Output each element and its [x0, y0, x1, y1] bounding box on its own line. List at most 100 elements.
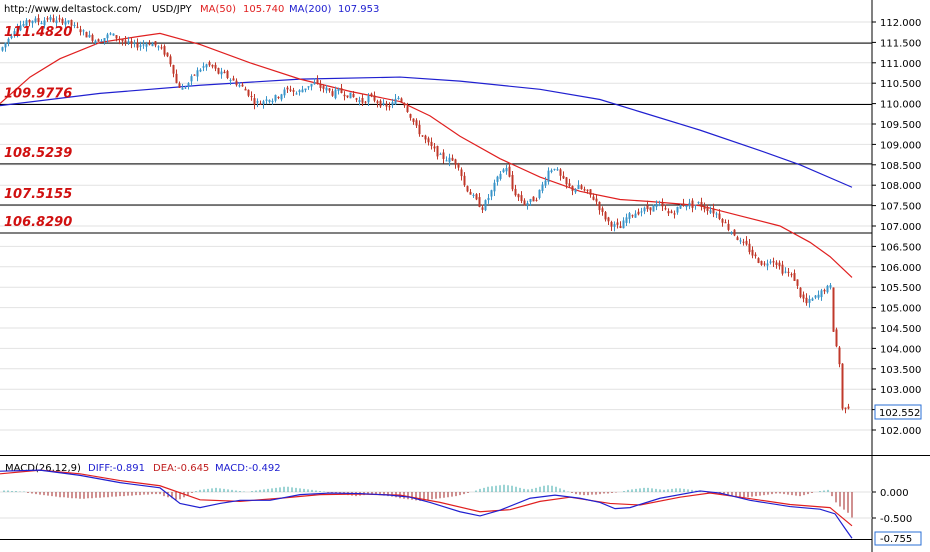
candle-body — [31, 20, 34, 24]
macd-dea-label: DEA:-0.645 — [153, 463, 209, 474]
ma200-line-group — [0, 76, 853, 188]
candle-body — [553, 168, 556, 170]
price-tick-label: 109.000 — [880, 140, 921, 151]
candle-body — [799, 287, 802, 297]
candle-body — [349, 92, 352, 99]
candle-body — [763, 263, 766, 265]
candle-body — [295, 93, 298, 95]
candle-body — [283, 89, 286, 96]
candle-body — [85, 31, 88, 38]
candle-body — [541, 184, 544, 191]
candle-body — [88, 34, 91, 38]
candle-body — [232, 78, 235, 81]
candle-body — [625, 217, 628, 223]
candles — [1, 14, 850, 414]
candle-body — [118, 38, 121, 40]
candle-body — [502, 169, 505, 173]
candle-body — [589, 189, 592, 195]
candle-body — [409, 114, 412, 118]
candle-body — [256, 101, 259, 103]
candle-body — [694, 204, 697, 206]
candle-body — [148, 43, 151, 45]
candle-body — [28, 20, 31, 23]
candle-body — [37, 18, 40, 23]
candle-body — [772, 261, 775, 263]
candle-body — [154, 41, 157, 46]
candle-body — [265, 99, 268, 101]
candle-body — [397, 97, 400, 100]
candle-body — [91, 34, 94, 41]
candle-body — [193, 74, 196, 76]
candle-body — [688, 202, 691, 207]
candle-body — [367, 96, 370, 103]
candle-body — [61, 18, 64, 24]
candle-body — [595, 198, 598, 202]
candle-body — [565, 177, 568, 185]
level-labels: 111.4820 109.9776 108.5239 107.5155 106.8290 — [4, 25, 72, 230]
price-tick-label: 103.000 — [880, 385, 921, 396]
candle-body — [604, 212, 607, 220]
candle-body — [451, 157, 454, 161]
candle-body — [373, 95, 376, 101]
candle-body — [706, 208, 709, 211]
candle-body — [142, 44, 145, 46]
candle-body — [322, 86, 325, 89]
candle-body — [19, 25, 22, 31]
candle-body — [517, 194, 520, 198]
candle-body — [301, 89, 304, 93]
candle-body — [67, 20, 70, 23]
candle-body — [838, 347, 841, 365]
candle-body — [607, 217, 610, 222]
candle-body — [667, 211, 670, 214]
candle-body — [364, 101, 367, 103]
candle-body — [406, 106, 409, 112]
price-tick-label: 106.500 — [880, 242, 921, 253]
candle-body — [835, 329, 838, 347]
candle-body — [631, 215, 634, 217]
macd-axis: 0.000 -0.500 — [872, 488, 912, 525]
candle-body — [568, 183, 571, 186]
candle-body — [82, 30, 85, 32]
candle-body — [217, 68, 220, 74]
candle-body — [550, 170, 553, 172]
candle-body — [781, 264, 784, 274]
candle-body — [475, 194, 478, 200]
candle-body — [748, 243, 751, 253]
candle-body — [352, 93, 355, 98]
candle-body — [700, 202, 703, 207]
candle-body — [577, 184, 580, 190]
candle-body — [292, 90, 295, 92]
candle-body — [310, 83, 313, 87]
candle-body — [346, 95, 349, 98]
price-tick-label: 102.000 — [880, 426, 921, 437]
candle-body — [433, 146, 436, 149]
macd-lines — [0, 469, 853, 539]
candle-body — [220, 71, 223, 75]
candle-body — [196, 70, 199, 77]
macd-tick-label: -0.500 — [880, 514, 912, 525]
candle-body — [136, 43, 139, 48]
price-tick-label: 108.500 — [880, 161, 921, 172]
candle-body — [1, 47, 4, 51]
candle-body — [436, 146, 439, 157]
candle-body — [76, 26, 79, 28]
candle-body — [238, 85, 241, 87]
candle-body — [769, 261, 772, 263]
candle-body — [529, 199, 532, 202]
candle-body — [841, 363, 844, 409]
candle-body — [814, 295, 817, 298]
level-label: 109.9776 — [4, 87, 72, 102]
candle-body — [421, 135, 424, 137]
candle-body — [370, 93, 373, 97]
candle-body — [412, 118, 415, 122]
candle-body — [325, 87, 328, 91]
candle-body — [145, 44, 148, 47]
candle-body — [376, 101, 379, 103]
candle-body — [478, 197, 481, 207]
candle-body — [679, 205, 682, 209]
candle-body — [829, 285, 832, 288]
candle-body — [274, 94, 277, 101]
candle-body — [661, 202, 664, 207]
candle-body — [448, 157, 451, 163]
candle-body — [211, 64, 214, 67]
